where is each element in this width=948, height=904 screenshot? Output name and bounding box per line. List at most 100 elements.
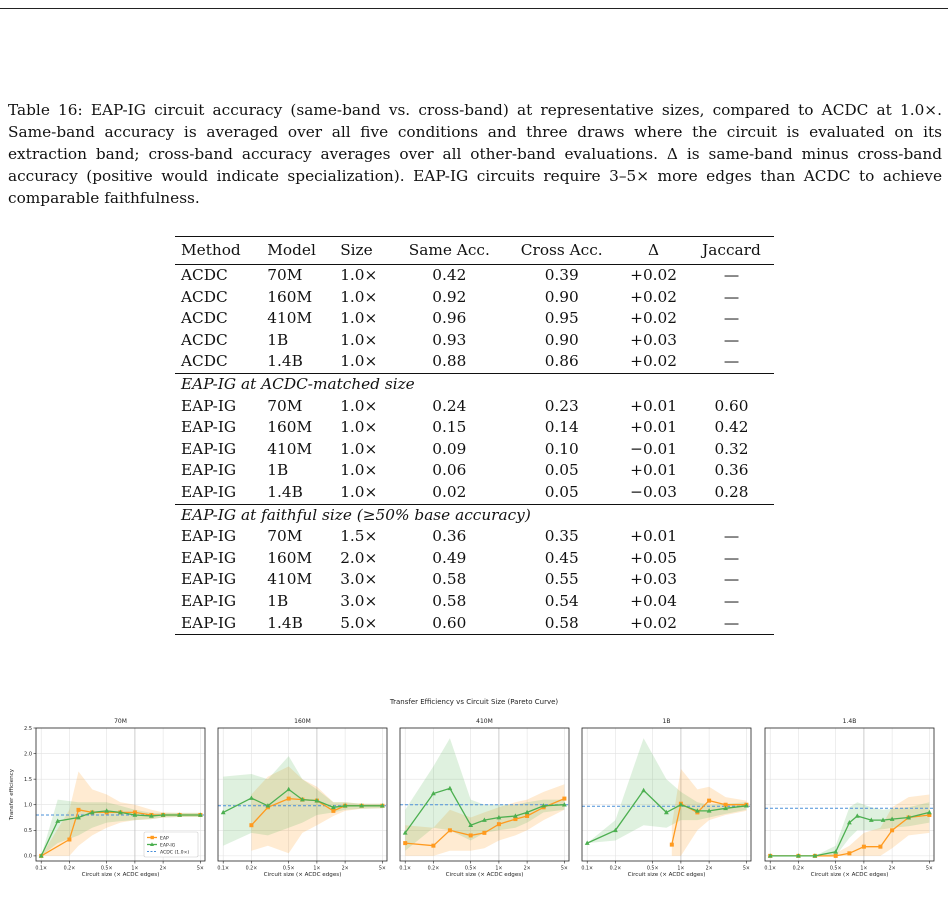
y-tick-label: 0.5	[24, 828, 32, 834]
cell-method: ACDC	[181, 287, 228, 306]
cell-method: EAP-IG	[181, 418, 237, 437]
data-point	[76, 807, 81, 812]
x-tick-label: 5×	[926, 866, 933, 872]
confidence-band	[587, 738, 747, 844]
cell-same-acc: 0.58	[432, 570, 467, 589]
table-body: ACDC 70M 1.0× 0.42 0.39 +0.02— ACDC 160M 1.0× 0.9…	[175, 263, 774, 636]
cell-model: 410M	[267, 439, 313, 458]
y-tick-label: 2.0	[24, 751, 32, 757]
cell-size: 1.0×	[340, 309, 378, 328]
data-point	[846, 820, 852, 825]
series-line	[405, 798, 565, 847]
cell-cross-acc: 0.23	[544, 396, 579, 415]
cell-model: 1.4B	[267, 482, 303, 501]
cell-model: 410M	[267, 309, 313, 328]
cell-jaccard: —	[723, 352, 740, 371]
y-tick-label: 2.5	[24, 726, 32, 732]
cell-cross-acc: 0.05	[544, 461, 579, 480]
cell-model: 160M	[267, 418, 313, 437]
cell-same-acc: 0.24	[432, 396, 467, 415]
data-point	[447, 828, 452, 833]
x-tick-label: 0.2×	[793, 866, 805, 872]
cell-model: 1B	[267, 461, 289, 480]
data-point	[541, 803, 547, 808]
data-point	[678, 802, 684, 807]
cell-size: 1.0×	[340, 330, 378, 349]
cell-method: EAP-IG	[181, 461, 237, 480]
data-point	[286, 786, 292, 792]
cell-method: EAP-IG	[181, 527, 237, 546]
data-point	[512, 813, 518, 818]
table-row: ACDC 1B 1.0× 0.93 0.90 +0.03 —	[175, 330, 774, 352]
x-tick-label: 0.1×	[217, 866, 229, 872]
cell-jaccard: 0.42	[714, 418, 749, 437]
data-point	[379, 803, 385, 808]
legend-eapig-marker	[150, 842, 154, 846]
header-delta: Δ	[618, 236, 689, 265]
cell-model: 70M	[267, 527, 303, 546]
header-same-acc: Same Acc.	[393, 236, 506, 265]
data-point	[878, 844, 883, 849]
caption-label: Table 16:	[8, 101, 83, 119]
panel-frame	[35, 727, 206, 862]
data-point	[148, 813, 154, 818]
pareto-figure: Transfer Efficiency vs Circuit Size (Par…	[9, 698, 935, 878]
confidence-band	[405, 738, 565, 851]
data-point	[482, 830, 487, 835]
cell-size: 3.0×	[340, 570, 378, 589]
cell-cross-acc: 0.58	[505, 612, 619, 636]
data-point	[481, 817, 487, 822]
series-line	[222, 788, 383, 813]
data-point	[299, 797, 305, 802]
table-row: EAP-IG 160M 1.0× 0.15 0.14 +0.01 0.42	[175, 417, 774, 439]
data-point	[160, 812, 166, 817]
data-point	[402, 830, 408, 835]
data-point	[663, 809, 669, 815]
cell-method: EAP-IG	[181, 396, 237, 415]
cell-method: ACDC	[181, 330, 228, 349]
table-row: EAP-IG 1B 3.0× 0.58 0.54 +0.04 —	[175, 591, 774, 613]
cell-cross-acc: 0.95	[544, 309, 579, 328]
cell-size: 2.0×	[340, 548, 378, 567]
cell-model: 70M	[261, 263, 335, 287]
data-point	[286, 796, 291, 801]
data-point	[197, 812, 203, 817]
table-header-row: Method Model Size Same Acc. Cross Acc. Δ…	[175, 236, 774, 265]
data-point	[447, 785, 453, 791]
cell-delta: +0.05	[630, 548, 678, 567]
data-point	[767, 853, 773, 858]
confidence-band	[770, 794, 930, 856]
panel-frame	[764, 727, 935, 862]
cell-model: 160M	[267, 287, 313, 306]
data-point	[496, 814, 502, 820]
cell-cross-acc: 0.14	[544, 418, 579, 437]
cell-delta: +0.01	[630, 461, 678, 480]
table-row: EAP-IG 160M 2.0× 0.49 0.45 +0.05 —	[175, 548, 774, 570]
panel-title: 70M	[114, 718, 127, 725]
panel-title: 410M	[476, 718, 493, 725]
cell-cross-acc: 0.54	[544, 591, 579, 610]
top-rule	[0, 8, 948, 9]
cell-size: 3.0×	[340, 591, 378, 610]
data-point	[76, 814, 81, 820]
y-tick-label: 1.5	[24, 777, 32, 783]
panel-frame	[217, 727, 388, 862]
table-caption: Table 16: EAP-IG circuit accuracy (same-…	[8, 99, 942, 209]
cell-size: 1.0×	[334, 263, 394, 287]
x-tick-label: 0.5×	[101, 866, 113, 872]
x-tick-label: 0.2×	[246, 866, 258, 872]
data-point	[496, 822, 501, 827]
data-point	[641, 787, 647, 793]
table-row: EAP-IG 70M 1.5× 0.36 0.35 +0.01 —	[175, 526, 774, 548]
data-point	[468, 833, 473, 838]
data-point	[561, 802, 567, 807]
data-point	[584, 840, 590, 845]
x-axis-label: Circuit size (× ACDC edges)	[264, 872, 342, 878]
cell-method: ACDC	[181, 309, 228, 328]
cell-cross-acc: 0.45	[544, 548, 579, 567]
panel-title: 160M	[294, 718, 311, 725]
panel-frame	[581, 727, 752, 862]
cell-delta: +0.02	[618, 263, 689, 287]
cell-model: 1.4B	[267, 352, 303, 371]
table-row: EAP-IG 410M 3.0× 0.58 0.55 +0.03 —	[175, 569, 774, 591]
